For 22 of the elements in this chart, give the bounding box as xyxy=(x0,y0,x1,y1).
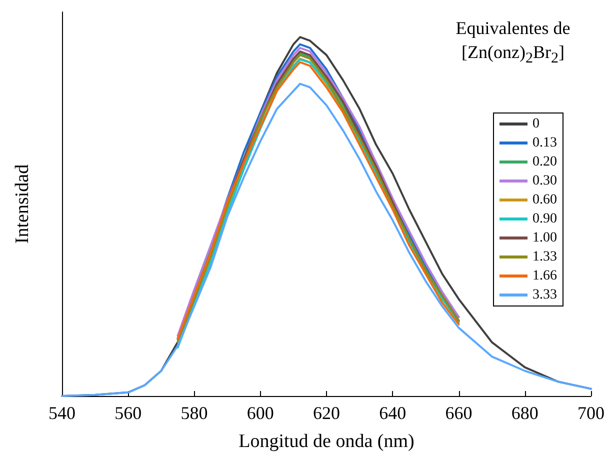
x-tick-label: 580 xyxy=(180,403,208,423)
x-tick-label: 680 xyxy=(511,403,538,423)
y-axis-title: Intensidad xyxy=(12,164,33,244)
legend-label: 1.33 xyxy=(532,250,557,264)
x-tick-label: 560 xyxy=(114,403,142,423)
x-axis-title: Longitud de onda (nm) xyxy=(238,431,414,452)
legend-label: 0.60 xyxy=(532,192,557,208)
x-tick-label: 660 xyxy=(445,403,472,423)
x-tick-label: 640 xyxy=(379,403,406,423)
x-tick-label: 540 xyxy=(48,403,76,423)
x-tick-label: 620 xyxy=(313,403,340,423)
legend-label: 3.33 xyxy=(532,288,557,302)
legend-label: 0.20 xyxy=(532,154,557,170)
legend-label: 0.13 xyxy=(532,136,557,150)
legend-label: 0.90 xyxy=(532,212,557,226)
legend-label: 0.30 xyxy=(532,174,557,188)
legend-label: 1.00 xyxy=(532,230,557,246)
x-tick-label: 600 xyxy=(246,403,274,423)
x-tick-label: 700 xyxy=(578,403,604,423)
legend-title: Equivalentes de [Zn(onz)$_{2}$Br$_{2}$] xyxy=(454,17,572,69)
legend-label: 1.66 xyxy=(532,268,557,284)
legend-label: 0 xyxy=(532,116,540,132)
